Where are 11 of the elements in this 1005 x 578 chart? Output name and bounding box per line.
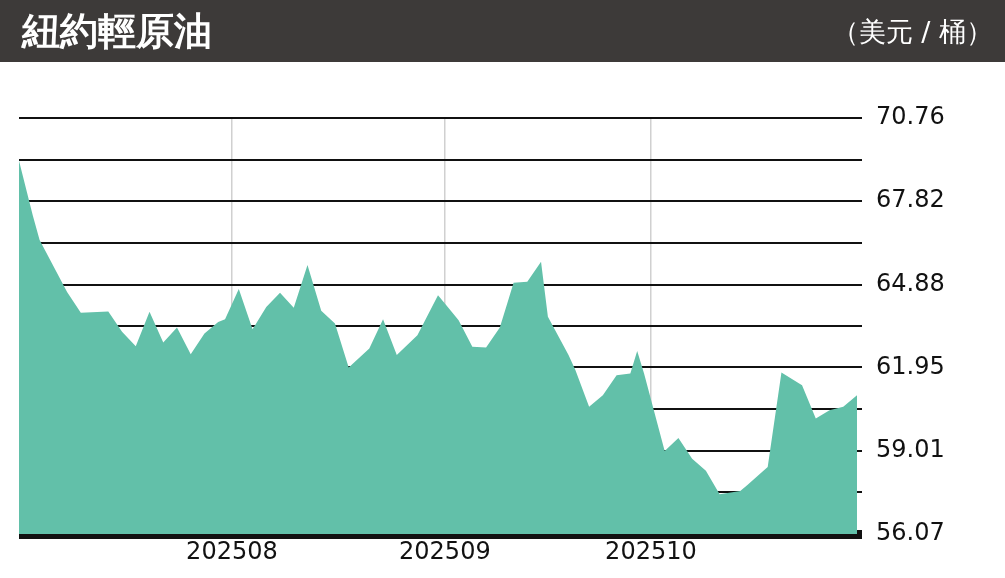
x-tick-label: 202508 — [186, 536, 278, 565]
y-tick-label: 59.01 — [876, 434, 945, 463]
y-tick-label: 64.88 — [876, 268, 945, 297]
y-tick-label: 61.95 — [876, 351, 945, 380]
y-tick-label: 67.82 — [876, 185, 945, 214]
y-tick-label: 70.76 — [876, 102, 945, 131]
y-tick-label: 56.07 — [876, 518, 945, 547]
text: （美元 / 桶） — [831, 15, 993, 49]
x-tick-label: 202509 — [399, 536, 491, 565]
chart-title: 紐約輕原油 — [22, 8, 212, 55]
x-tick-label: 202510 — [605, 536, 697, 565]
